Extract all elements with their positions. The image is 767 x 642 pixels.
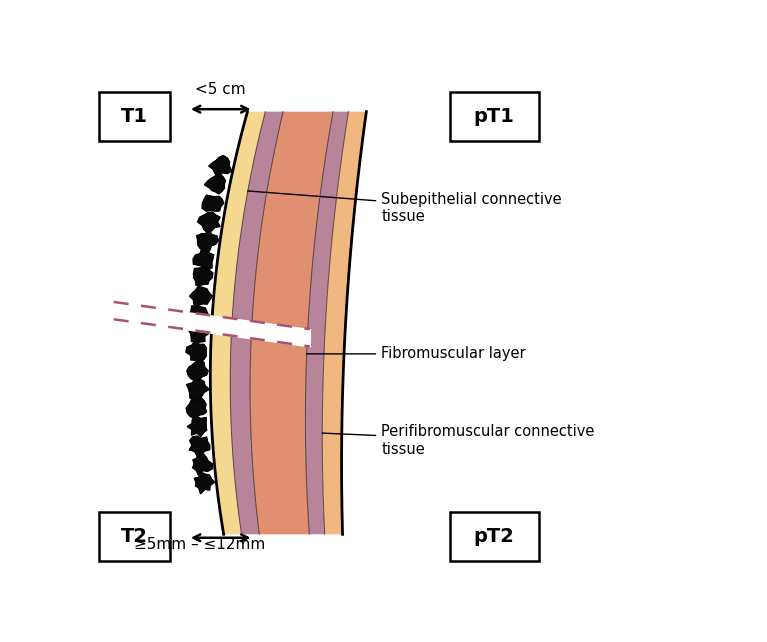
- Polygon shape: [187, 360, 208, 381]
- Polygon shape: [230, 112, 283, 534]
- Polygon shape: [188, 324, 209, 342]
- Polygon shape: [193, 248, 214, 270]
- Polygon shape: [204, 173, 225, 194]
- Polygon shape: [209, 155, 232, 177]
- Text: pT2: pT2: [474, 527, 515, 546]
- Polygon shape: [186, 342, 206, 362]
- Polygon shape: [186, 397, 206, 418]
- Text: pT1: pT1: [474, 107, 515, 126]
- Text: Perifibromuscular connective
tissue: Perifibromuscular connective tissue: [322, 424, 594, 456]
- Polygon shape: [193, 453, 212, 475]
- Polygon shape: [196, 230, 219, 251]
- Text: ≥5mm – ≤12mm: ≥5mm – ≤12mm: [134, 537, 265, 551]
- FancyBboxPatch shape: [449, 92, 538, 141]
- Polygon shape: [202, 195, 224, 211]
- Polygon shape: [322, 112, 367, 534]
- Polygon shape: [250, 112, 333, 534]
- FancyBboxPatch shape: [99, 512, 170, 562]
- Text: T1: T1: [121, 107, 148, 126]
- Text: T2: T2: [121, 527, 148, 546]
- Text: Fibromuscular layer: Fibromuscular layer: [307, 347, 526, 361]
- Text: Subepithelial connective
tissue: Subepithelial connective tissue: [248, 191, 561, 224]
- Polygon shape: [187, 415, 206, 437]
- Polygon shape: [189, 306, 209, 325]
- Polygon shape: [193, 267, 212, 285]
- Polygon shape: [189, 436, 210, 456]
- Polygon shape: [210, 112, 265, 534]
- Polygon shape: [186, 379, 209, 401]
- Polygon shape: [305, 112, 348, 534]
- Polygon shape: [194, 472, 215, 494]
- FancyBboxPatch shape: [99, 92, 170, 141]
- Text: <5 cm: <5 cm: [196, 82, 246, 97]
- Polygon shape: [198, 212, 220, 232]
- Polygon shape: [189, 286, 212, 306]
- FancyBboxPatch shape: [449, 512, 538, 562]
